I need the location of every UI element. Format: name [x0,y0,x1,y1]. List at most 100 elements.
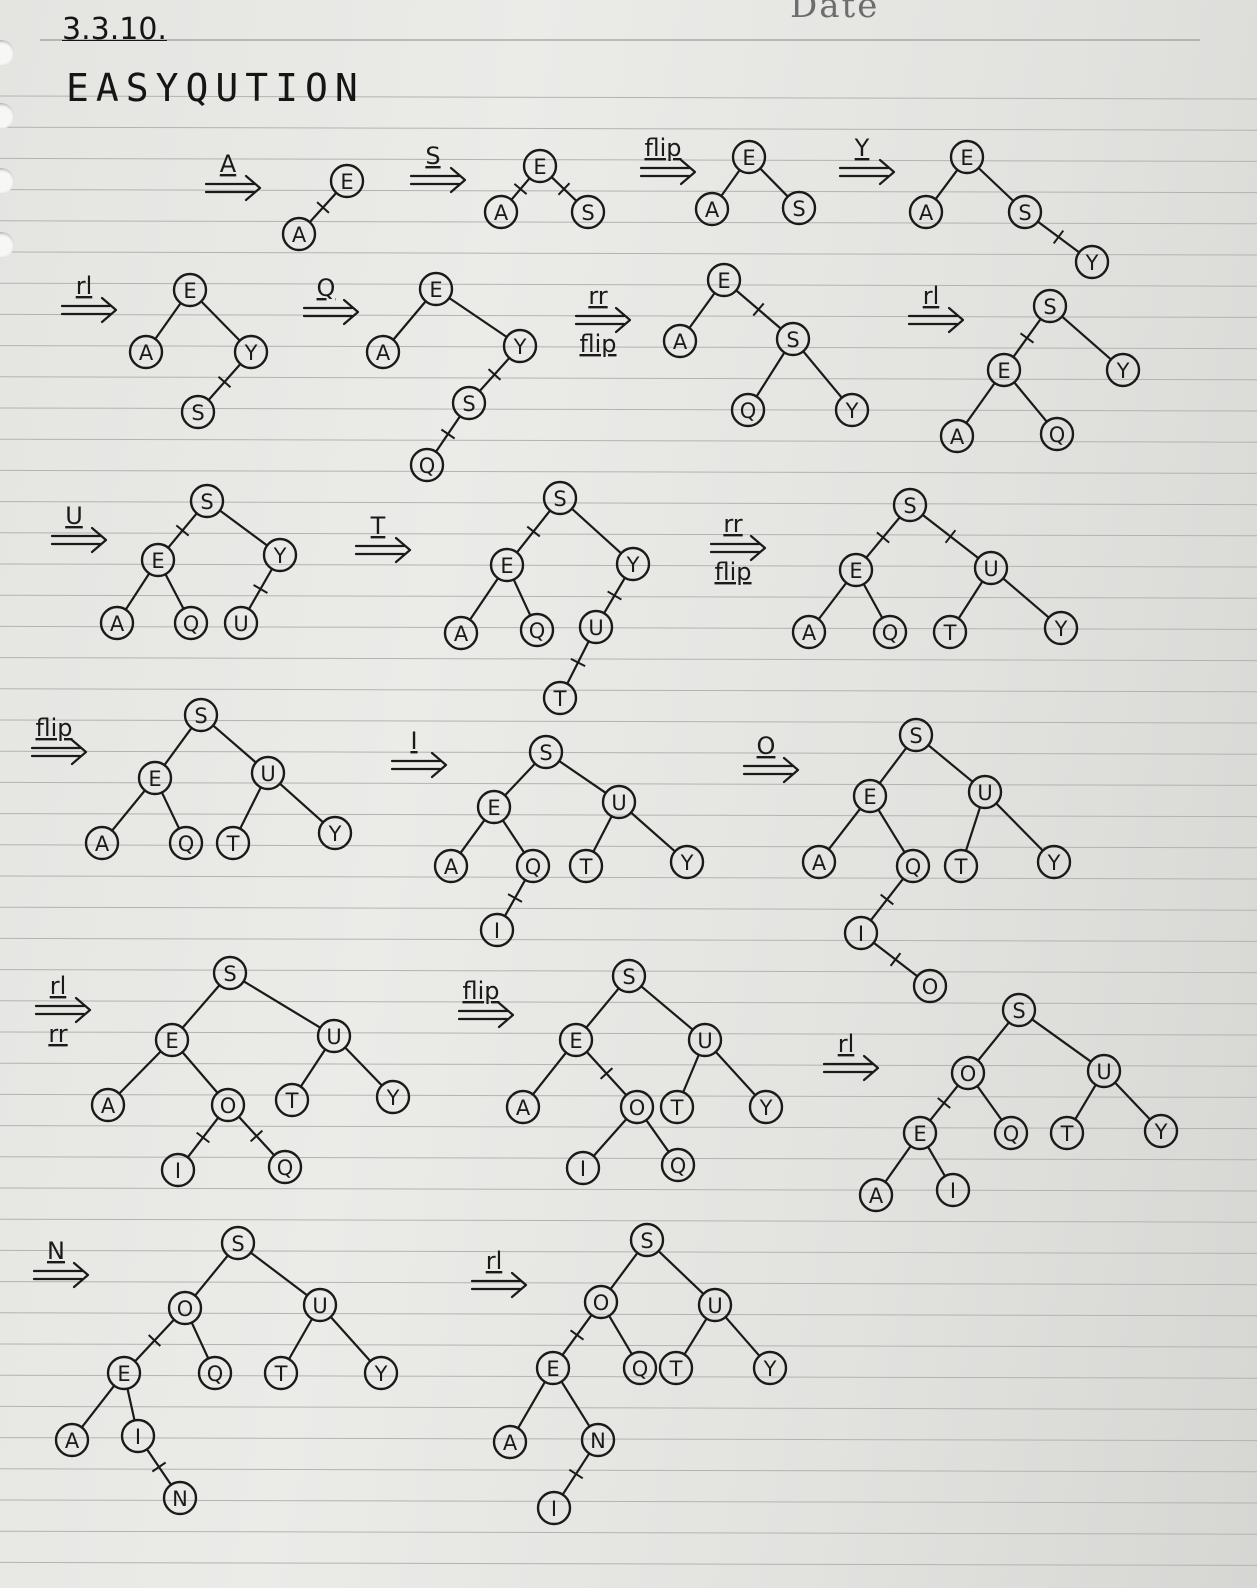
operation-label: flip [714,558,751,586]
black-link [592,1117,628,1158]
rule-line [0,407,1257,412]
transition-arrow: A [204,150,262,202]
node-key: A [812,851,827,875]
black-link [124,572,151,611]
node-key: Q [207,1362,224,1386]
black-link [459,818,486,855]
rule-line [0,1405,1257,1410]
node-key: A [454,622,469,646]
tree-node: Y [233,334,269,370]
transition-arrow: Q [302,274,360,326]
black-link [965,381,996,425]
red-link-mark [880,893,894,906]
node-key: Y [328,822,342,846]
rule-line [0,1374,1257,1379]
black-link [609,1251,639,1291]
black-link [287,1317,314,1361]
node-key: U [1096,1060,1111,1084]
tree-step: rl S O U E Q T Y A I [822,992,1179,1213]
black-link [80,1384,116,1429]
node-key: E [863,785,876,809]
black-link [126,1387,136,1422]
rule-line [0,501,1257,506]
black-link [249,1251,309,1297]
tree-node: Q [660,1147,696,1183]
node-key: Q [670,1154,687,1178]
node-key: S [1012,999,1025,1023]
tree-node: T [542,680,578,716]
red-link-mark [607,590,622,601]
operation-label: T [370,512,386,540]
tree-step: flip S E U A O T Y I Q [457,958,784,1186]
tree-step: Y E A S Y [838,134,1110,280]
black-link [995,802,1044,852]
node-key: U [983,557,998,581]
node-key: A [101,1094,116,1118]
node-key: Q [419,454,436,478]
node-key: A [139,341,154,365]
tree-node: A [433,848,469,884]
tree-node: S [611,958,647,994]
node-key: S [191,401,204,425]
transition-arrow: O [742,732,800,784]
transition-arrow: I [390,727,448,779]
tree-node: A [84,825,120,861]
rule-line [0,688,1257,693]
tree-node: T [568,848,604,884]
node-key: A [376,341,391,365]
node-key: E [429,278,442,302]
black-link [862,582,884,620]
black-link [501,819,526,854]
tree-node: A [90,1087,126,1123]
tree-step: rr flip E A S Q Y [574,262,870,428]
tree-node: A [505,1089,541,1125]
tree-node: S [775,321,811,357]
node-key: E [533,155,546,179]
tree-node: S [180,394,216,430]
tree-node: E [476,789,512,825]
tree-node: Y [317,815,353,851]
rule-line [0,969,1257,974]
black-link [927,744,974,783]
red-link-mark [1052,229,1065,245]
transition-arrow: U [50,502,108,554]
tree-node: A [801,844,837,880]
rule-line [0,1249,1257,1254]
tree-node: Y [752,1350,788,1386]
node-key: T [579,855,593,879]
tree-node: Y [1105,352,1141,388]
tree-node: I [565,1150,601,1186]
rule-line [0,594,1257,599]
node-key: S [903,494,916,518]
black-link [964,806,982,852]
node-key: T [553,687,567,711]
node-key: I [950,1179,956,1203]
node-key: U [697,1029,712,1053]
rule-line [0,1468,1257,1473]
rule-line [0,563,1257,568]
node-key: Q [1049,423,1066,447]
tree-node: T [659,1089,695,1125]
node-key: T [285,1089,299,1113]
node-key: A [673,330,688,354]
black-link [190,1321,210,1360]
tree-node: E [489,547,525,583]
black-link [657,1249,705,1296]
node-key: T [226,832,240,856]
black-link [645,1118,670,1154]
node-key: Q [178,832,195,856]
node-key: S [194,704,207,728]
black-link [1074,1083,1097,1121]
tree-node: O [167,1290,203,1326]
tree-node: Y [834,392,870,428]
black-link [934,168,959,201]
tree-node: T [943,848,979,884]
tree-node: T [274,1082,310,1118]
tree-node: E [558,1022,594,1058]
tree-node: S [542,480,578,516]
operation-label: Q [317,274,336,302]
node-key: T [670,1096,684,1120]
rule-line [0,1312,1257,1317]
red-link-mark [752,302,765,317]
node-key: T [1060,1122,1074,1146]
